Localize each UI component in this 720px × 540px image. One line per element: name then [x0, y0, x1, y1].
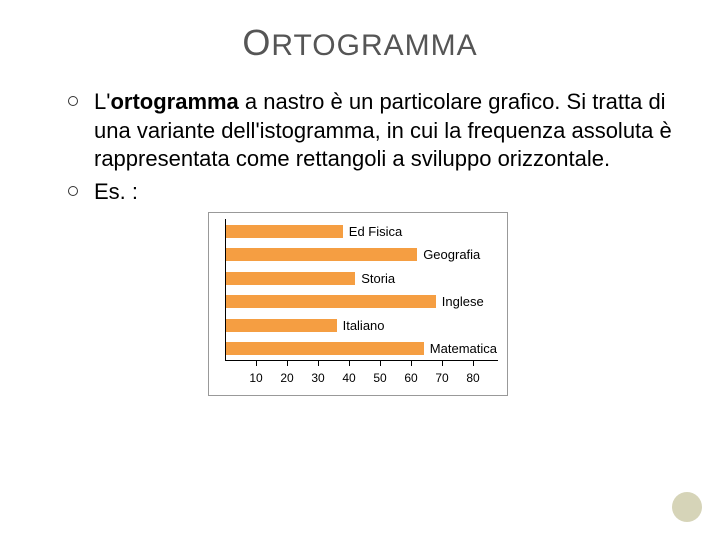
bar-label: Italiano — [343, 318, 385, 333]
x-tick — [318, 361, 319, 366]
bullet-pre: L' — [94, 89, 110, 114]
bar-row: Italiano — [225, 313, 497, 337]
bullet-bold: ortogramma — [110, 89, 238, 114]
title-rest: RTOGRAMMA — [271, 29, 477, 62]
bar — [225, 248, 417, 261]
bullet-item: Es. : — [68, 178, 680, 207]
bar-label: Storia — [361, 271, 395, 286]
x-tick-label: 50 — [373, 371, 386, 385]
x-tick — [349, 361, 350, 366]
bar-row: Matematica — [225, 337, 497, 361]
y-axis — [225, 219, 226, 360]
x-tick — [442, 361, 443, 366]
bar-row: Geografia — [225, 243, 497, 267]
ortogramma-chart: Ed Fisica Geografia Storia Inglese Italiano M… — [208, 212, 508, 396]
x-tick-label: 40 — [342, 371, 355, 385]
bar — [225, 319, 337, 332]
x-ticks — [225, 361, 498, 369]
bar-row: Inglese — [225, 290, 497, 314]
bar-row: Ed Fisica — [225, 219, 497, 243]
bar-label: Geografia — [423, 247, 480, 262]
chart-plot: Ed Fisica Geografia Storia Inglese Italiano M… — [225, 219, 497, 387]
bar — [225, 225, 343, 238]
x-tick — [473, 361, 474, 366]
bar-label: Matematica — [430, 341, 497, 356]
corner-decoration — [672, 492, 702, 522]
bar — [225, 295, 436, 308]
bar-label: Ed Fisica — [349, 224, 402, 239]
slide: ORTOGRAMMA L'ortogramma a nastro è un pa… — [0, 0, 720, 540]
x-tick-label: 30 — [311, 371, 324, 385]
x-tick-label: 10 — [249, 371, 262, 385]
page-title: ORTOGRAMMA — [40, 22, 680, 64]
x-tick — [256, 361, 257, 366]
x-tick-label: 60 — [404, 371, 417, 385]
bullet-pre: Es. : — [94, 179, 138, 204]
x-tick — [287, 361, 288, 366]
x-tick-labels: 10 20 30 40 50 60 70 80 — [225, 371, 498, 387]
bar — [225, 272, 355, 285]
bar — [225, 342, 424, 355]
bar-label: Inglese — [442, 294, 484, 309]
x-tick-label: 20 — [280, 371, 293, 385]
chart-container: Ed Fisica Geografia Storia Inglese Italiano M… — [208, 212, 680, 396]
bullet-text: L'ortogramma a nastro è un particolare g… — [94, 88, 680, 174]
bullet-text: Es. : — [94, 178, 680, 207]
bullet-marker-icon — [68, 96, 78, 106]
x-tick-label: 70 — [435, 371, 448, 385]
x-tick — [411, 361, 412, 366]
x-tick — [380, 361, 381, 366]
bullet-marker-icon — [68, 186, 78, 196]
title-initial: O — [242, 22, 271, 63]
bullet-item: L'ortogramma a nastro è un particolare g… — [68, 88, 680, 174]
bar-row: Storia — [225, 266, 497, 290]
content-area: L'ortogramma a nastro è un particolare g… — [40, 88, 680, 396]
x-tick-label: 80 — [466, 371, 479, 385]
